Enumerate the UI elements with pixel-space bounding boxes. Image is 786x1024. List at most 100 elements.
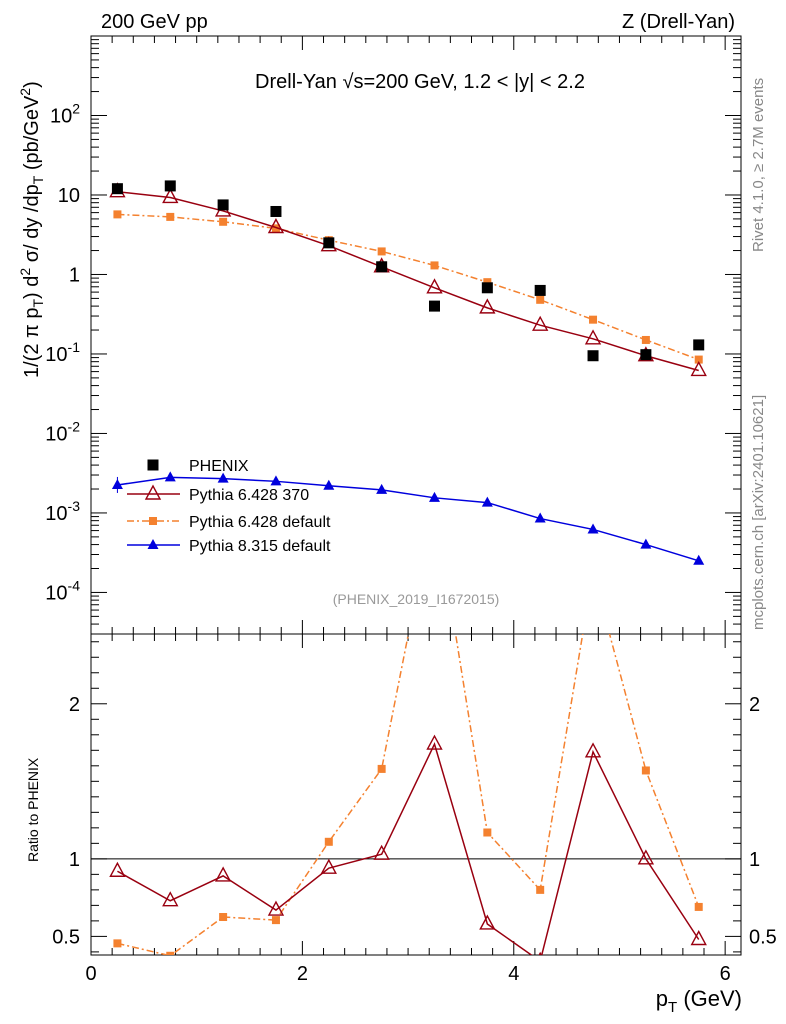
x-tick-label: 4 [508,963,519,985]
py6-370-point [532,315,549,331]
ratio-py6-default-point [219,913,228,922]
ratio-py6-default-point [113,939,122,948]
phenix-point [640,349,652,361]
plot-title: Drell-Yan √s=200 GeV, 1.2 < |y| < 2.2 [255,71,585,93]
py6-default-line [117,213,699,361]
header-right: Z (Drell-Yan) [622,11,735,33]
ratio-py6-default-point [641,766,650,775]
phenix-point [693,339,705,351]
ratio-py6-default-point [536,885,545,894]
rivet-label: Rivet 4.1.0, ≥ 2.7M events [750,78,767,252]
py8-point [323,479,335,490]
ratio-py6-default-point [324,837,333,846]
py6-370-point [426,278,443,294]
py8-point [640,538,652,549]
py8-point [376,483,388,494]
py6-370-point [267,218,285,234]
ratio-tick-label-left: 0.5 [52,926,80,948]
py6-370-series [109,182,707,377]
phenix-point [217,199,229,211]
ratio-py6-370-point [690,930,707,946]
y-tick-label: 10-4 [45,577,80,604]
phenix-point [587,350,599,362]
ratio-py6-370-point [267,900,285,916]
py6-default-point [536,295,545,304]
x-tick-label: 2 [297,963,308,985]
legend-marker [147,459,159,471]
y-axis-label-ratio: Ratio to PHENIX [25,757,41,862]
x-axis-label: pT (GeV) [656,986,742,1016]
py8-point [534,512,546,523]
py8-point [270,475,282,486]
py6-default-point [271,224,280,233]
py8-point [481,496,493,507]
ratio-tick-label-left: 2 [69,694,80,716]
phenix-series [111,180,705,362]
y-tick-label: 10-1 [45,339,80,366]
y-tick-label: 10 [58,185,80,207]
legend-label: Pythia 8.315 default [189,538,331,555]
ratio-py6-370-line [117,742,700,955]
ratio-py6-default-point [483,828,492,837]
legend-marker [147,539,159,549]
y-tick-label: 10-3 [45,498,80,525]
phenix-point [164,180,176,192]
y-tick-label: 10-2 [45,418,80,445]
legend-marker [149,517,157,525]
ratio-py6-370-point [109,861,126,877]
legend: PHENIX Pythia 6.428 370 Pythia 6.428 defau… [127,458,331,555]
py6-default-point [166,212,175,221]
main-panel: 10-4 10-3 10-2 10-1 1 10 102 [45,35,742,635]
phenix-point [323,237,335,249]
y-axis-label-main: 1/(2 π pT) d2 σ/ dy /dpT (pb/GeV2) [17,81,46,378]
ratio-py6-default-line [117,634,700,955]
ratio-tick-label-right: 2 [749,694,760,716]
py8-point [217,472,229,483]
ratio-frame [90,633,742,956]
ratio-py6-370-point [426,734,443,750]
py8-point [164,471,176,482]
ratio-py6-default-point [694,902,703,911]
phenix-point [270,205,282,217]
ratio-py6-370-point [373,844,390,860]
ratio-py6-default-point [271,916,280,925]
py6-default-point [113,210,122,219]
py6-default-point [377,247,386,256]
py8-series [111,471,705,565]
py6-370-point [162,188,179,204]
legend-label: Pythia 6.428 default [189,514,331,531]
phenix-point [481,282,493,294]
phenix-point [534,284,546,296]
py8-line [117,476,699,562]
header-left: 200 GeV pp [101,11,208,33]
py6-370-point [584,329,602,345]
ratio-py6-default-point [166,951,175,955]
py6-default-point [430,261,439,270]
ratio-tick-label-left: 1 [69,849,80,871]
x-tick-label: 6 [720,963,731,985]
ratio-py6-default-point [589,568,597,576]
analysis-id: (PHENIX_2019_I1672015) [333,591,500,607]
ratio-py6-370-point [320,858,337,874]
ratio-py6-370-series [109,734,707,955]
py6-default-point [483,278,492,287]
ratio-py6-default-point [377,764,386,773]
ratio-tick-label-right: 0.5 [749,926,777,948]
phenix-point [111,183,123,195]
legend-label: PHENIX [189,458,249,475]
x-tick-label: 0 [85,963,96,985]
y-tick-label: 1 [69,264,80,286]
y-tick-label: 102 [50,100,80,127]
py8-point [693,554,705,565]
legend-label: Pythia 6.428 370 [189,487,309,504]
py6-370-point [479,298,496,314]
ratio-py6-370-point [214,866,232,882]
py8-point [428,491,440,502]
ratio-py6-370-point [162,891,179,907]
py6-370-line [117,190,699,372]
ratio-py6-370-point [584,742,602,758]
phenix-point [428,300,440,312]
py6-default-point [641,335,650,344]
ratio-py6-default-series [113,568,703,955]
